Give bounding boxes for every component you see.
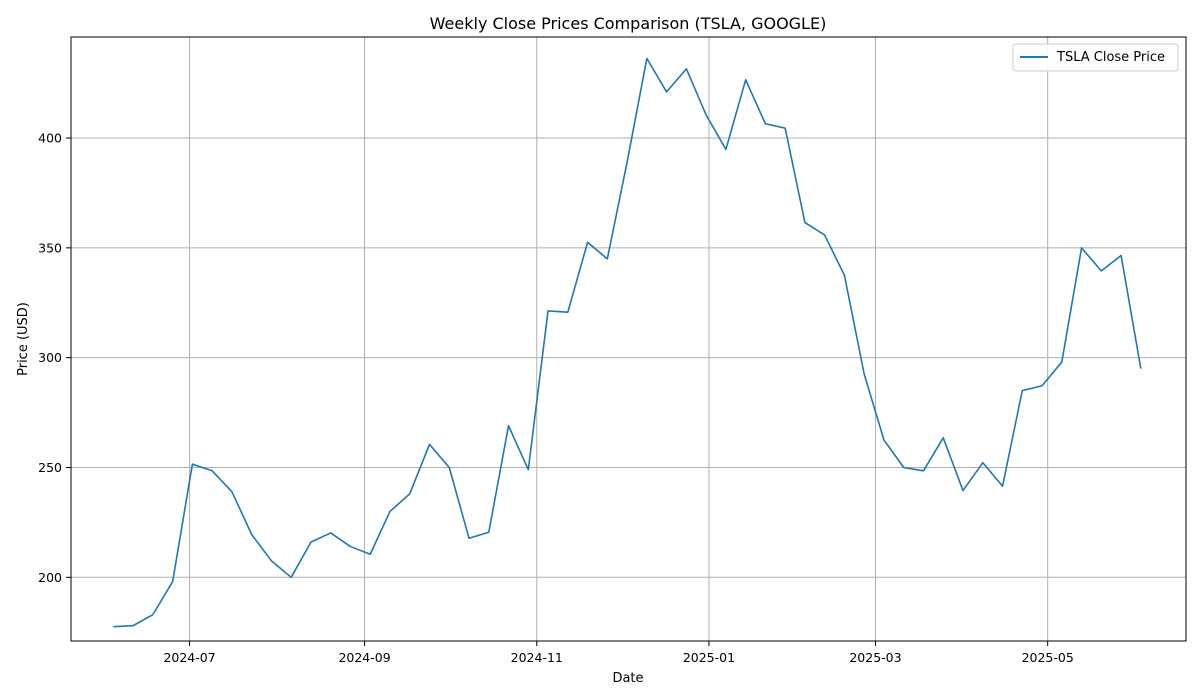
x-tick-label: 2024-07 [163,650,215,665]
series-line-tsla [113,57,1142,628]
x-tick-label: 2024-09 [338,650,390,665]
series-layer [113,57,1142,628]
axis-ticks: 2024-07 2024-09 2024-11 2025-01 2025-03 2025-… [38,131,1074,665]
y-tick-label: 350 [38,240,62,255]
y-tick-label: 400 [38,131,62,146]
y-tick-label: 200 [38,570,62,585]
plot-frame [70,36,1187,642]
y-tick-label: 250 [38,460,62,475]
y-axis-label: Price (USD) [16,302,31,376]
legend-box [1012,43,1179,72]
legend-label: TSLA Close Price [1056,50,1165,65]
x-tick-label: 2025-05 [1022,650,1074,665]
x-tick-label: 2025-01 [683,650,735,665]
y-tick-label: 300 [38,350,62,365]
legend: TSLA Close Price [1012,43,1179,72]
x-tick-label: 2024-11 [511,650,563,665]
chart-title: Weekly Close Prices Comparison (TSLA, GO… [430,14,827,33]
grid [71,37,1186,641]
x-axis-label: Date [612,671,643,686]
x-tick-label: 2025-03 [849,650,901,665]
